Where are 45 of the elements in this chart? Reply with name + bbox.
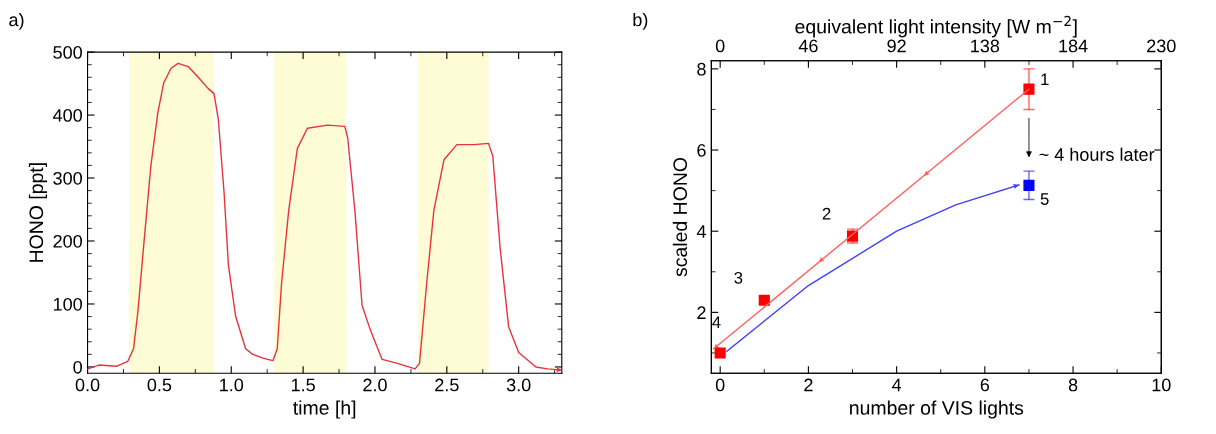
y-tick-label: 2 xyxy=(697,306,706,319)
x-tick-label: 10 xyxy=(1152,378,1171,392)
annotation: 5 xyxy=(1040,193,1049,205)
chart-title: a) xyxy=(9,12,24,30)
point xyxy=(714,347,726,359)
point xyxy=(1023,83,1035,95)
y-axis-title: scaled HONO xyxy=(672,157,688,277)
x-tick-label: 2.0 xyxy=(363,378,387,392)
x-tick-label: 2.5 xyxy=(435,378,459,392)
x-tick-label: 6 xyxy=(980,378,990,392)
x-tick-label: 8 xyxy=(1068,378,1078,392)
y-axis-title: HONO [ppt] xyxy=(28,163,48,262)
annotation: 2 xyxy=(822,207,831,220)
x2-tick-label: 138 xyxy=(971,39,1000,53)
y-tick-label: 8 xyxy=(697,62,706,76)
x-tick-label: 0.0 xyxy=(75,378,100,392)
point xyxy=(1023,179,1035,191)
x2-tick-label: 92 xyxy=(887,39,906,53)
x2-tick-label: 230 xyxy=(1147,39,1176,53)
annotation: 1 xyxy=(1041,73,1049,85)
y-tick-label: 500 xyxy=(53,46,82,59)
x-tick-label: 0 xyxy=(715,378,725,392)
x-tick-label: 0.5 xyxy=(147,378,172,392)
x-tick-label: 4 xyxy=(892,378,902,392)
y-tick-label: 0 xyxy=(73,360,82,374)
y-tick-label: 400 xyxy=(52,108,82,122)
x-axis-title: number of VIS lights xyxy=(850,400,1024,419)
y-tick-label: 100 xyxy=(53,297,82,311)
annotation: 3 xyxy=(734,271,743,284)
x2-tick-label: 184 xyxy=(1059,39,1088,53)
x-tick-label: 1.0 xyxy=(220,378,244,392)
chart-title: b) xyxy=(633,12,648,30)
x-tick-label: 3.0 xyxy=(506,378,531,392)
annotation: 4 xyxy=(712,316,721,328)
annotation: ~ 4 hours later xyxy=(1039,147,1155,161)
y-tick-label: 200 xyxy=(53,234,82,248)
x-tick-label: 2 xyxy=(804,378,813,392)
y-tick-label: 300 xyxy=(53,171,82,185)
x-tick-label: 1.5 xyxy=(291,378,315,392)
x2-axis-title: equivalent light intensity [W m$^{−2}$] xyxy=(795,15,1077,38)
x2-tick-label: 46 xyxy=(798,39,818,53)
y-tick-label: 6 xyxy=(697,143,706,157)
y-tick-label: 4 xyxy=(696,225,706,238)
x-axis-title: time [h] xyxy=(293,400,356,419)
x2-tick-label: 0 xyxy=(715,39,725,53)
